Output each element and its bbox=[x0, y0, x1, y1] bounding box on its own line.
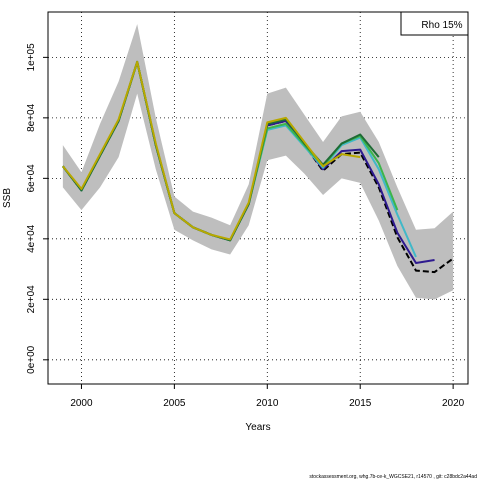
grid-lines bbox=[48, 12, 468, 384]
x-axis-title: Years bbox=[245, 422, 270, 433]
series-line-5 bbox=[62, 60, 361, 241]
legend-box: Rho 15% bbox=[400, 11, 469, 36]
y-tick-label-0: 0e+00 bbox=[26, 345, 37, 374]
y-tick-label-2: 4e+04 bbox=[26, 224, 37, 253]
y-tick-label-4: 8e+04 bbox=[26, 103, 37, 132]
plot-frame bbox=[47, 11, 469, 385]
y-tick-label-1: 2e+04 bbox=[26, 285, 37, 314]
y-tick-label-5: 1e+05 bbox=[26, 43, 37, 72]
x-axis: 2000 2005 2010 2015 2020 bbox=[70, 384, 465, 409]
series-lines bbox=[62, 60, 454, 274]
y-tick-label-3: 6e+04 bbox=[26, 164, 37, 193]
x-tick-label-3: 2015 bbox=[349, 398, 372, 409]
legend-text: Rho 15% bbox=[421, 20, 462, 31]
x-tick-label-0: 2000 bbox=[70, 398, 93, 409]
footer-text: stockassessment.org, whg.7b-ce-k_WGCSE21… bbox=[309, 474, 477, 480]
y-axis-title: SSB bbox=[2, 188, 13, 208]
y-axis: 0e+00 2e+04 4e+04 6e+04 8e+04 1e+05 bbox=[26, 43, 48, 374]
x-tick-label-1: 2005 bbox=[163, 398, 186, 409]
x-tick-label-4: 2020 bbox=[442, 398, 465, 409]
x-tick-label-2: 2010 bbox=[256, 398, 279, 409]
